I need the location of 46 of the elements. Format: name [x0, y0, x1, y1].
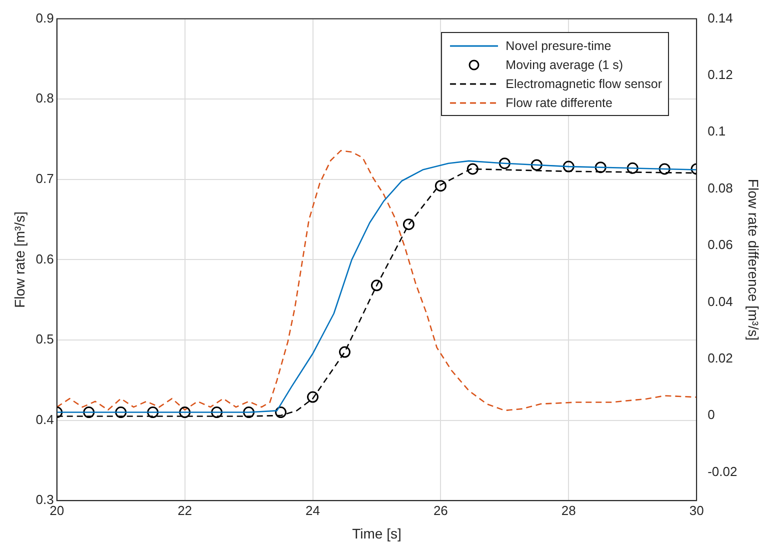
- y2-tick-label: 0.04: [708, 294, 733, 309]
- y-axis-title: Flow rate [m³/s]: [11, 211, 28, 308]
- point: [402, 218, 414, 230]
- y2-tick-label: 0.12: [708, 67, 733, 82]
- point: [498, 158, 510, 170]
- point: [115, 406, 127, 418]
- y-tick-label: 0.7: [36, 170, 54, 186]
- point: [626, 162, 638, 174]
- legend-label: Electromagnetic flow sensor: [506, 76, 662, 90]
- point: [530, 159, 542, 171]
- y-tick-label: 0.4: [36, 412, 54, 427]
- x-tick-label: 30: [689, 502, 704, 518]
- point: [594, 162, 606, 174]
- x-axis-title: Time [s]: [352, 525, 402, 542]
- y2-tick-label: 0.08: [708, 180, 733, 196]
- point: [562, 160, 574, 172]
- y2-tick-label: 0.14: [708, 10, 733, 26]
- x-tick-label: 26: [433, 502, 448, 518]
- point: [211, 406, 223, 418]
- point: [434, 180, 446, 192]
- legend-label: Flow rate differente: [506, 96, 612, 110]
- y2-tick-label: 0.1: [708, 124, 726, 139]
- y-tick-label: 0.6: [36, 251, 54, 266]
- y2-axis-title: Flow rate difference [m³/s]: [746, 178, 762, 340]
- point: [307, 391, 318, 403]
- point: [83, 406, 95, 418]
- y-tick-label: 0.9: [36, 10, 54, 26]
- legend-label: Novel presure-time: [506, 38, 612, 52]
- y2-tick-label: -0.02: [708, 464, 738, 479]
- legend-label: Moving average (1 s): [506, 58, 624, 72]
- point: [370, 280, 382, 292]
- point: [466, 163, 478, 175]
- point: [147, 406, 159, 418]
- point: [338, 346, 350, 358]
- x-tick-label: 28: [561, 502, 576, 518]
- point: [658, 163, 670, 175]
- y-tick-label: 0.5: [36, 332, 54, 347]
- point: [275, 406, 287, 418]
- point: [243, 406, 255, 418]
- y2-tick-label: 0.02: [708, 350, 733, 366]
- y-tick-label: 0.8: [36, 90, 54, 106]
- x-tick-label: 22: [178, 502, 192, 518]
- point: [179, 406, 191, 418]
- x-tick-label: 24: [306, 502, 320, 518]
- y2-tick-label: 0: [708, 407, 715, 422]
- y2-tick-label: 0.06: [708, 237, 733, 252]
